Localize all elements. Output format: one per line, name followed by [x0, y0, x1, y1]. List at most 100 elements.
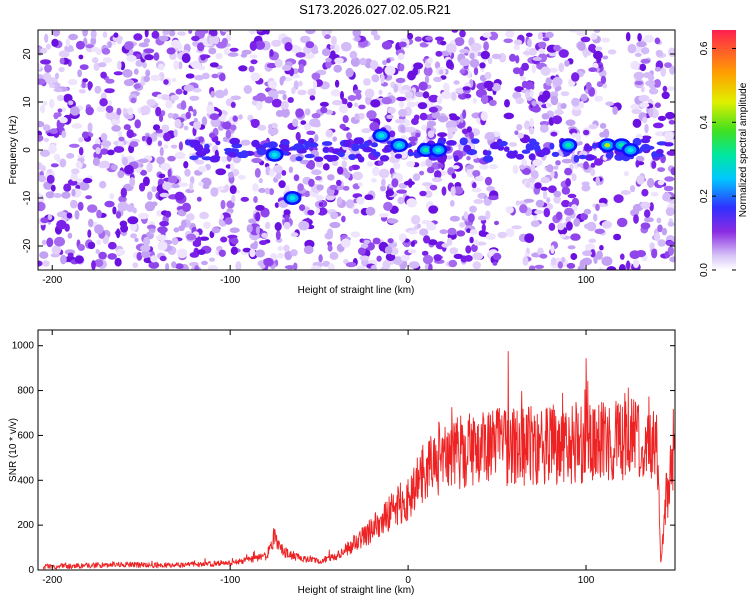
- spectrogram-cell: [279, 76, 284, 86]
- spectrogram-cell: [82, 177, 93, 184]
- spectrogram-cell: [472, 98, 478, 104]
- spectrogram-cell: [295, 108, 304, 118]
- spectrogram-cell: [387, 107, 396, 114]
- spectrogram-cell: [607, 49, 617, 55]
- spectrogram-cell: [185, 213, 195, 221]
- spectrogram-cell: [419, 170, 425, 176]
- spectrogram-cell: [246, 224, 253, 233]
- spectrogram-cell: [513, 39, 523, 46]
- spectrogram-cell: [281, 108, 290, 118]
- spectrogram-cell: [173, 227, 180, 233]
- spectrogram-cell: [451, 173, 457, 179]
- spectrogram-cell: [58, 66, 65, 73]
- spectrogram-band-cell: [663, 142, 674, 147]
- snr-panel: -200 -100 0 100 0 200 400 600 800 1000 Height of…: [8, 329, 676, 596]
- spectrogram-cell: [511, 225, 522, 230]
- spectrogram-cell: [229, 227, 240, 233]
- spectrogram-cell: [515, 97, 524, 105]
- spectrogram-cell: [90, 36, 97, 46]
- spectrogram-cell: [459, 30, 466, 38]
- spectrogram-cell: [634, 52, 642, 57]
- spectrogram-cell: [190, 96, 197, 101]
- spectrogram-cell: [426, 221, 436, 231]
- spectrogram-y-tick-label: -10: [22, 190, 33, 205]
- spectrogram-cell: [660, 67, 667, 77]
- spectrogram-cell: [384, 65, 396, 76]
- spectrogram-cell: [275, 230, 281, 240]
- spectrogram-cell: [318, 254, 323, 263]
- spectrogram-cell: [657, 224, 663, 233]
- spectrogram-cell: [636, 175, 645, 185]
- spectrogram-cell: [428, 263, 433, 270]
- spectrogram-cell: [277, 90, 287, 95]
- spectrogram-cell: [613, 194, 624, 204]
- spectrogram-cell: [198, 136, 204, 143]
- spectrogram-cell: [223, 46, 230, 56]
- chart-title: S173.2026.027.02.05.R21: [299, 2, 451, 17]
- spectrogram-cell: [186, 233, 197, 241]
- spectrogram-cell: [632, 118, 642, 128]
- spectrogram-cell: [599, 122, 607, 129]
- spectrogram-cell: [661, 227, 668, 236]
- spectrogram-cell: [196, 196, 202, 202]
- spectrogram-cell: [221, 156, 228, 163]
- spectrogram-cell: [91, 260, 96, 270]
- spectrogram-cell: [649, 202, 654, 212]
- spectrogram-cell: [370, 30, 378, 36]
- spectrogram-cell: [564, 207, 574, 216]
- spectrogram-cell: [513, 44, 520, 51]
- spectrogram-cell: [126, 129, 134, 139]
- spectrogram-cell: [222, 121, 232, 130]
- spectrogram-cell: [134, 237, 139, 243]
- spectrogram-cell: [65, 38, 70, 48]
- spectrogram-cell: [201, 260, 208, 266]
- spectrogram-cell: [49, 98, 55, 109]
- spectrogram-band-cell: [321, 141, 333, 146]
- spectrogram-cell: [535, 199, 545, 208]
- spectrogram-cell: [168, 175, 178, 184]
- spectrogram-cell: [557, 102, 563, 112]
- spectrogram-cell: [473, 67, 479, 76]
- spectrogram-cell: [148, 261, 160, 269]
- spectrogram-cell: [114, 257, 122, 267]
- spectrogram-cell: [366, 161, 374, 167]
- spectrogram-cell: [91, 46, 99, 53]
- spectrogram-cell: [230, 124, 237, 131]
- spectrogram-cell: [342, 185, 350, 191]
- spectrogram-cell: [305, 41, 315, 49]
- spectrogram-cell: [446, 237, 453, 246]
- spectrogram-cell: [434, 61, 441, 69]
- spectrogram-cell: [575, 132, 582, 143]
- spectrogram-cell: [505, 30, 515, 38]
- spectrogram-cell: [321, 48, 331, 57]
- spectrogram-cell: [374, 66, 384, 74]
- spectrogram-cell: [386, 58, 391, 64]
- spectrogram-cell: [214, 89, 226, 99]
- spectrogram-cell: [71, 168, 80, 175]
- spectrogram-cell: [300, 35, 311, 44]
- spectrogram-cell: [99, 148, 109, 155]
- spectrogram-hotspot-core: [627, 147, 634, 153]
- spectrogram-cell: [564, 59, 570, 67]
- spectrogram-cell: [156, 210, 163, 217]
- spectrogram-cell: [541, 113, 550, 120]
- spectrogram-band-cell: [210, 156, 220, 163]
- spectrogram-cell: [124, 41, 134, 51]
- spectrogram-cell: [652, 122, 664, 129]
- spectrogram-cell: [466, 168, 475, 178]
- spectrogram-cell: [337, 196, 343, 206]
- spectrogram-cell: [601, 37, 610, 43]
- spectrogram-cell: [641, 47, 650, 55]
- spectrogram-cell: [193, 118, 198, 123]
- spectrogram-band-cell: [280, 146, 291, 152]
- spectrogram-cell: [398, 233, 406, 242]
- spectrogram-cell: [40, 165, 46, 172]
- spectrogram-cell: [229, 185, 237, 195]
- spectrogram-cell: [566, 221, 573, 231]
- spectrogram-cell: [483, 80, 494, 89]
- spectrogram-cell: [552, 115, 563, 125]
- spectrogram-band-cell: [573, 154, 580, 163]
- spectrogram-cell: [602, 55, 609, 60]
- spectrogram-cell: [256, 101, 263, 111]
- spectrogram-cell: [540, 186, 549, 191]
